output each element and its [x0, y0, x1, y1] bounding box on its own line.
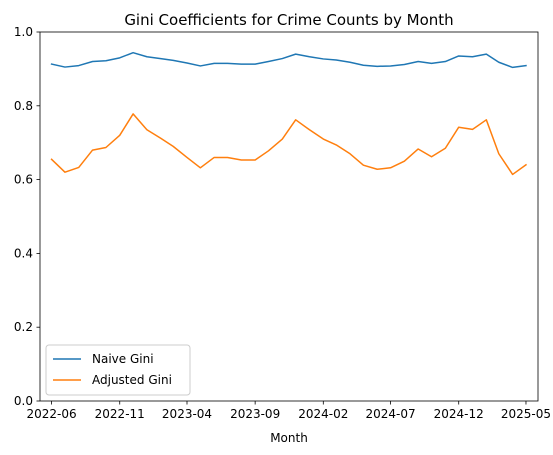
y-tick-label: 0.8 — [14, 99, 33, 113]
legend-box — [45, 344, 191, 396]
legend: Naive Gini Adjusted Gini — [45, 344, 191, 396]
x-tick-label: 2024-12 — [434, 407, 484, 421]
series-line-adjusted-gini — [50, 113, 528, 176]
x-tick-label: 2024-07 — [365, 407, 415, 421]
plot-frame — [39, 31, 539, 402]
x-tick-label: 2023-09 — [230, 407, 280, 421]
y-tick-label: 0.4 — [14, 246, 33, 260]
x-tick-label: 2023-04 — [162, 407, 212, 421]
legend-label: Adjusted Gini — [92, 373, 172, 387]
y-tick-label: 1.0 — [14, 25, 33, 39]
y-tick-label: 0.0 — [14, 394, 33, 408]
series-line-naive-gini — [50, 51, 527, 69]
y-tick-label: 0.6 — [14, 173, 33, 187]
y-tick-label: 0.2 — [14, 320, 33, 334]
x-tick-label: 2025-05 — [501, 407, 551, 421]
x-tick-label: 2024-02 — [298, 407, 348, 421]
chart-title: Gini Coefficients for Crime Counts by Mo… — [124, 11, 453, 29]
x-tick-label: 2022-06 — [27, 407, 77, 421]
x-axis-label: Month — [270, 431, 308, 445]
x-tick-label: 2022-11 — [95, 407, 145, 421]
legend-label: Naive Gini — [92, 352, 154, 366]
